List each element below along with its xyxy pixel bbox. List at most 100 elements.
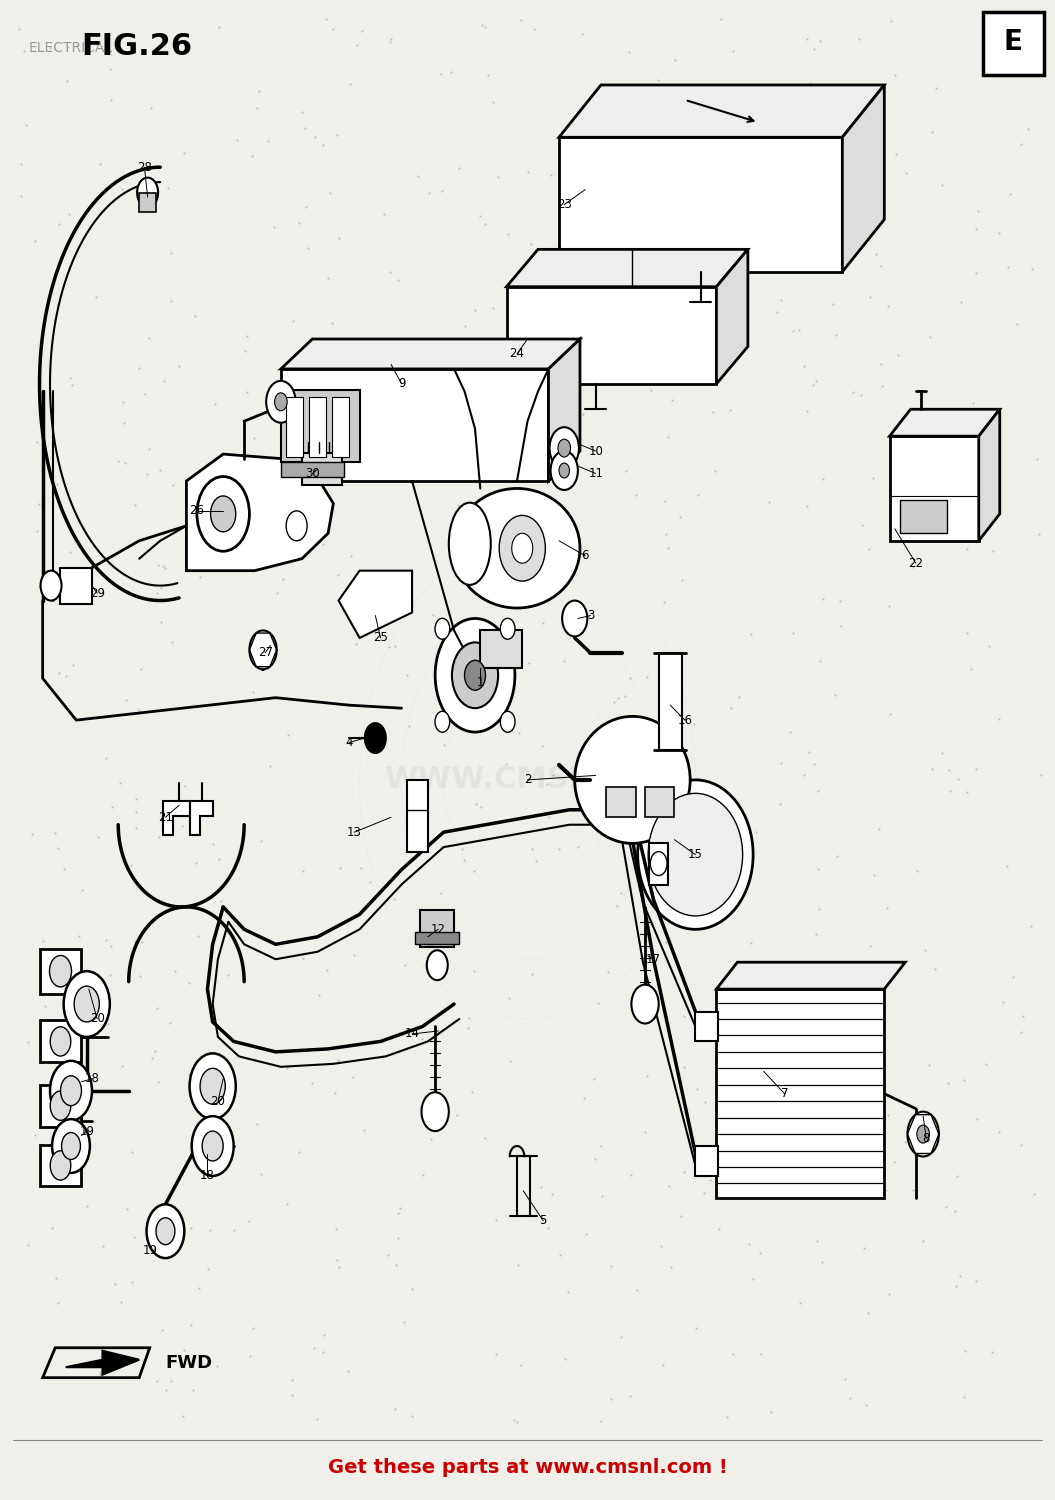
Point [656, 489, 673, 513]
Circle shape [200, 1068, 226, 1104]
Text: 23: 23 [557, 198, 572, 211]
Point [466, 858, 483, 882]
Point [31, 492, 47, 516]
Point [808, 921, 825, 945]
Point [293, 100, 310, 124]
Point [638, 664, 655, 688]
Point [480, 63, 497, 87]
Bar [139, 192, 156, 211]
Text: 14: 14 [404, 1028, 420, 1041]
Point [814, 588, 831, 612]
Point [51, 660, 68, 684]
Point [535, 610, 552, 634]
Point [886, 1150, 903, 1174]
Point [642, 378, 659, 402]
Point [742, 621, 759, 645]
Point [161, 1011, 178, 1035]
Circle shape [40, 570, 61, 600]
Point [155, 369, 172, 393]
Point [300, 236, 316, 260]
Point [682, 74, 698, 98]
Text: 20: 20 [211, 1095, 226, 1107]
Point [660, 536, 677, 560]
Point [192, 566, 209, 590]
Point [468, 792, 485, 816]
Text: 6: 6 [581, 549, 589, 562]
Point [806, 1149, 823, 1173]
Point [620, 40, 637, 64]
Point [654, 254, 671, 278]
Polygon shape [889, 410, 1000, 436]
Point [805, 36, 822, 60]
Point [205, 833, 222, 856]
Point [389, 1227, 406, 1251]
Point [874, 374, 890, 398]
Point [735, 952, 752, 976]
Point [663, 1256, 679, 1280]
Point [414, 1026, 430, 1050]
Point [113, 177, 130, 201]
Point [443, 60, 460, 84]
Circle shape [551, 452, 578, 491]
Point [1013, 132, 1030, 156]
Point [985, 540, 1002, 564]
Point [58, 69, 75, 93]
Point [291, 211, 308, 236]
Point [978, 1052, 995, 1076]
Point [673, 568, 690, 592]
Point [213, 464, 230, 488]
Point [252, 830, 269, 854]
Point [594, 72, 611, 96]
Point [947, 1198, 964, 1222]
Point [487, 1342, 504, 1366]
Text: 12: 12 [430, 922, 446, 936]
Point [207, 392, 224, 416]
Point [58, 664, 75, 688]
Point [836, 1366, 852, 1390]
Circle shape [917, 1125, 929, 1143]
Point [252, 1161, 269, 1185]
Point [856, 1236, 872, 1260]
Point [801, 72, 818, 96]
Point [64, 654, 81, 678]
Point [734, 1024, 751, 1048]
Point [594, 735, 611, 759]
Point [99, 1013, 116, 1036]
Ellipse shape [637, 780, 753, 930]
Point [330, 562, 347, 586]
Point [342, 72, 359, 96]
Circle shape [50, 956, 72, 987]
Point [454, 837, 471, 861]
Bar [658, 652, 682, 750]
Point [686, 712, 703, 736]
Circle shape [558, 440, 571, 458]
Point [905, 555, 922, 579]
Point [92, 1360, 109, 1384]
Point [956, 1340, 973, 1364]
Point [868, 242, 885, 266]
Point [113, 1290, 130, 1314]
Circle shape [365, 723, 386, 753]
Point [799, 399, 816, 423]
Point [705, 400, 722, 424]
Point [987, 478, 1004, 502]
Point [474, 13, 491, 38]
Point [947, 1275, 964, 1299]
Point [621, 1384, 638, 1408]
Point [510, 1252, 526, 1276]
Circle shape [499, 516, 545, 580]
Point [501, 986, 518, 1010]
Point [602, 1388, 619, 1411]
Point [879, 896, 896, 920]
Text: 5: 5 [539, 1215, 546, 1227]
Point [967, 758, 984, 782]
Point [175, 141, 192, 165]
Point [346, 942, 363, 966]
Point [952, 1263, 968, 1287]
Point [436, 734, 453, 758]
Polygon shape [39, 1144, 81, 1186]
Point [485, 345, 502, 369]
Point [296, 116, 313, 140]
Point [455, 847, 472, 871]
Point [556, 648, 573, 672]
